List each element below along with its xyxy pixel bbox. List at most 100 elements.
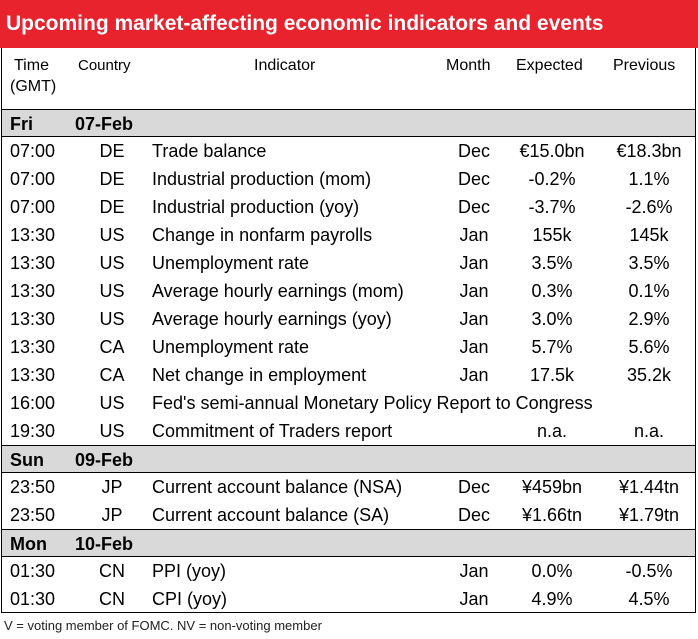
header-time: Time (14, 57, 49, 74)
table-row: 13:30 US Average hourly earnings (mom) Jan 0… (2, 277, 695, 305)
cell-country: CN (99, 589, 125, 609)
cell-country: CA (99, 365, 125, 385)
cell-month: Dec (457, 197, 490, 217)
cell-time: 13:30 (10, 365, 56, 385)
cell-country: JP (101, 505, 123, 525)
table-row: 23:50 JP Current account balance (SA) Dec ¥1… (2, 501, 695, 529)
cell-expected: 155k (532, 225, 572, 245)
cell-expected: 17.5k (529, 365, 575, 385)
day-header: Sun 09-Feb (2, 445, 695, 473)
cell-month: Jan (459, 309, 489, 329)
cell-time: 13:30 (10, 309, 56, 329)
cell-time: 07:00 (10, 169, 56, 189)
cell-indicator: Unemployment rate (152, 253, 310, 273)
cell-expected: 0.0% (531, 561, 573, 581)
cell-indicator: Current account balance (SA) (152, 505, 390, 525)
header-country: Country (78, 57, 131, 74)
table-row: 13:30 US Unemployment rate Jan 3.5% 3.5% (2, 249, 695, 277)
cell-month: Dec (457, 477, 490, 497)
cell-country: US (99, 393, 125, 413)
cell-previous: 145k (629, 225, 669, 245)
table-title: Upcoming market-affecting economic indic… (0, 0, 698, 48)
cell-country: DE (99, 169, 125, 189)
cell-indicator: Average hourly earnings (mom) (152, 281, 404, 301)
cell-month: Jan (459, 561, 489, 581)
cell-month: Jan (459, 253, 489, 273)
cell-indicator: Average hourly earnings (yoy) (152, 309, 392, 329)
cell-time: 16:00 (10, 393, 56, 413)
cell-time: 23:50 (10, 477, 56, 497)
footnote: V = voting member of FOMC. NV = non-voti… (4, 618, 322, 633)
cell-month: Jan (459, 337, 489, 357)
cell-indicator: Industrial production (mom) (152, 169, 372, 189)
cell-month: Dec (457, 505, 490, 525)
table-row: 13:30 CA Net change in employment Jan 17.5k 3… (2, 361, 695, 389)
cell-country: CN (99, 561, 125, 581)
table-row: 01:30 CN CPI (yoy) Jan 4.9% 4.5% (2, 585, 695, 613)
day-date: 09-Feb (75, 450, 134, 470)
cell-expected: 0.3% (531, 281, 573, 301)
cell-indicator: PPI (yoy) (152, 561, 227, 581)
cell-country: US (99, 281, 125, 301)
cell-country: CA (99, 337, 125, 357)
cell-country: DE (99, 141, 125, 161)
cell-month: Jan (459, 281, 489, 301)
cell-previous: 1.1% (628, 169, 670, 189)
header-previous: Previous (613, 57, 676, 74)
indicator-table: Time (GMT) Country Indicator Month Expec… (1, 48, 696, 613)
cell-previous: 5.6% (628, 337, 670, 357)
cell-expected: ¥1.66tn (521, 505, 583, 525)
cell-expected: €15.0bn (519, 141, 585, 161)
day-header: Fri 07-Feb (2, 109, 695, 137)
table-row: 23:50 JP Current account balance (NSA) Dec ¥… (2, 473, 695, 501)
table-row: 07:00 DE Trade balance Dec €15.0bn €18.3bn (2, 137, 695, 165)
day-label: Fri (10, 114, 34, 134)
cell-time: 13:30 (10, 225, 56, 245)
cell-indicator: Unemployment rate (152, 337, 310, 357)
cell-indicator: Fed's semi-annual Monetary Policy Report… (152, 393, 593, 413)
day-date: 10-Feb (75, 534, 134, 554)
day-label: Sun (10, 450, 44, 470)
cell-time: 23:50 (10, 505, 56, 525)
day-header: Mon 10-Feb (2, 529, 695, 557)
table-row: 16:00 US Fed's semi-annual Monetary Policy… (2, 389, 695, 417)
cell-expected: 3.5% (531, 253, 573, 273)
table-row: 13:30 CA Unemployment rate Jan 5.7% 5.6% (2, 333, 695, 361)
cell-time: 13:30 (10, 281, 56, 301)
cell-month: Jan (459, 589, 489, 609)
table-row: 13:30 US Change in nonfarm payrolls Jan 155k… (2, 221, 695, 249)
header-indicator: Indicator (254, 57, 316, 74)
table-row: 13:30 US Average hourly earnings (yoy) Jan 3… (2, 305, 695, 333)
table-row: 07:00 DE Industrial production (yoy) Dec -3.… (2, 193, 695, 221)
cell-previous: -0.5% (625, 561, 673, 581)
cell-expected: -3.7% (528, 197, 576, 217)
cell-indicator: Current account balance (NSA) (152, 477, 403, 497)
day-label: Mon (10, 534, 47, 554)
cell-expected: 4.9% (531, 589, 573, 609)
cell-previous: n.a. (633, 421, 665, 441)
cell-expected: ¥459bn (521, 477, 583, 497)
cell-indicator: Change in nonfarm payrolls (152, 225, 373, 245)
cell-month: Jan (459, 225, 489, 245)
table-row: 01:30 CN PPI (yoy) Jan 0.0% -0.5% (2, 557, 695, 585)
header-month: Month (446, 57, 491, 74)
cell-time: 13:30 (10, 337, 56, 357)
cell-previous: 4.5% (628, 589, 670, 609)
cell-time: 07:00 (10, 141, 56, 161)
cell-indicator: Commitment of Traders report (152, 421, 393, 441)
cell-indicator: CPI (yoy) (152, 589, 228, 609)
cell-previous: €18.3bn (616, 141, 682, 161)
cell-expected: n.a. (536, 421, 568, 441)
cell-previous: 3.5% (628, 253, 670, 273)
cell-previous: 0.1% (628, 281, 670, 301)
cell-time: 01:30 (10, 561, 56, 581)
cell-country: US (99, 421, 125, 441)
cell-country: US (99, 253, 125, 273)
cell-month: Dec (457, 141, 490, 161)
table-row: 07:00 DE Industrial production (mom) Dec -0.… (2, 165, 695, 193)
header-time-sub: (GMT) (10, 78, 57, 95)
cell-country: US (99, 309, 125, 329)
cell-indicator: Net change in employment (152, 365, 367, 385)
cell-month: Dec (457, 169, 490, 189)
cell-indicator: Industrial production (yoy) (152, 197, 360, 217)
